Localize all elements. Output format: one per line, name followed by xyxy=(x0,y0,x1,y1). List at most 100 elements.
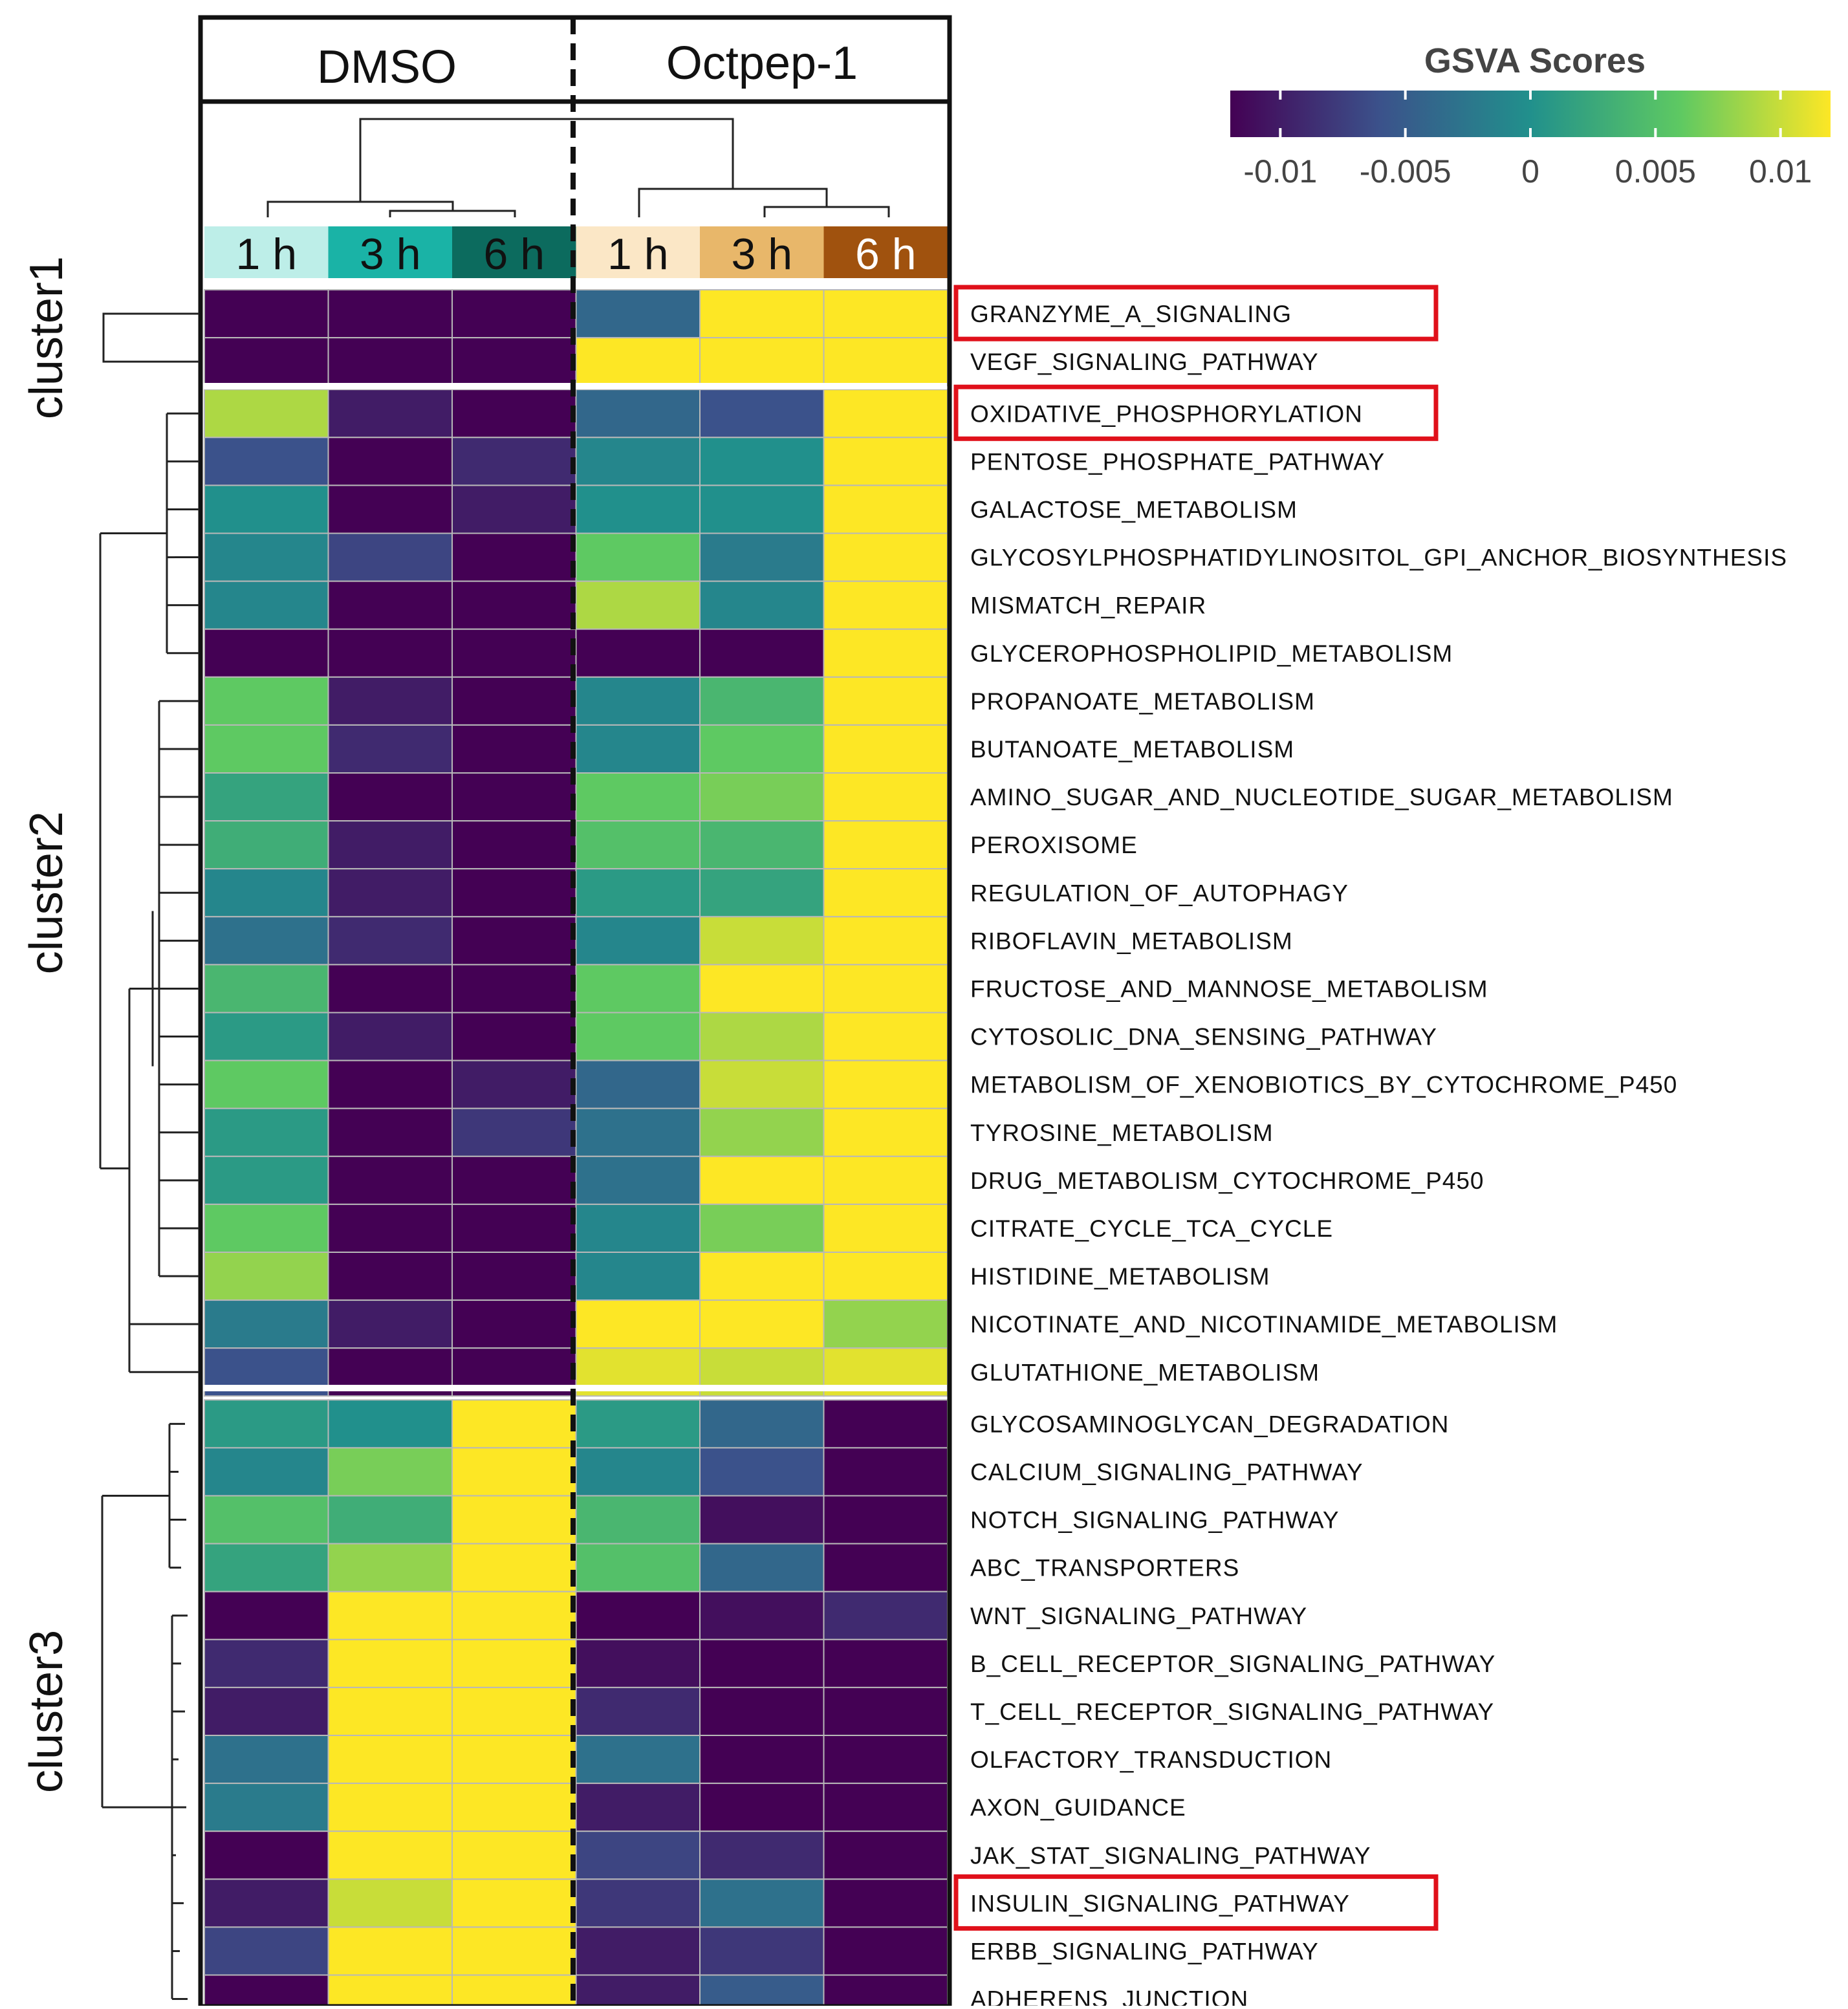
row-label: OLFACTORY_TRANSDUCTION xyxy=(970,1746,1332,1773)
heatmap-cell xyxy=(575,1447,701,1497)
heatmap-cell xyxy=(327,1686,453,1736)
heatmap-cell xyxy=(451,1735,577,1785)
heatmap-cell xyxy=(575,964,701,1014)
heatmap-cell xyxy=(823,1735,948,1785)
heatmap-cell xyxy=(575,1543,701,1592)
heatmap-cell xyxy=(575,1252,701,1301)
heatmap-cell xyxy=(327,1252,453,1301)
group-label-octpep: Octpep-1 xyxy=(666,38,858,89)
row-label: JAK_STAT_SIGNALING_PATHWAY xyxy=(970,1842,1371,1869)
heatmap-cell xyxy=(575,1974,701,2009)
heatmap-cell xyxy=(327,1830,453,1880)
heatmap-cell xyxy=(575,1203,701,1254)
heatmap-cell xyxy=(451,1830,577,1880)
heatmap-cell xyxy=(699,337,825,387)
column-annotation-0 xyxy=(204,226,329,278)
heatmap-cell xyxy=(451,484,577,534)
row-label: OXIDATIVE_PHOSPHORYLATION xyxy=(970,400,1363,427)
heatmap-cell xyxy=(823,676,948,726)
heatmap-cell xyxy=(699,1783,825,1832)
col-dendro-dmso-3h-6h xyxy=(389,210,516,217)
heatmap-cell xyxy=(204,1155,329,1205)
heatmap-cell xyxy=(204,1974,329,2009)
row-label: CYTOSOLIC_DNA_SENSING_PATHWAY xyxy=(970,1024,1437,1050)
heatmap-cell xyxy=(699,484,825,534)
heatmap-cell xyxy=(823,1495,948,1545)
heatmap-cell xyxy=(327,580,453,630)
row-label: GLYCOSAMINOGLYCAN_DEGRADATION xyxy=(970,1411,1449,1437)
legend-tick-label-0: -0.01 xyxy=(1243,153,1317,190)
heatmap-cell xyxy=(204,532,329,582)
heatmap-cell xyxy=(823,628,948,678)
heatmap-cell xyxy=(575,289,701,339)
heatmap-cell xyxy=(451,337,577,387)
col-dendro-oct-3h-6h xyxy=(763,206,890,217)
heatmap-cell xyxy=(327,1974,453,2009)
heatmap-cell xyxy=(575,337,701,387)
heatmap-cell xyxy=(699,916,825,966)
heatmap-cell xyxy=(327,628,453,678)
heatmap-cell xyxy=(204,1012,329,1061)
heatmap-cell xyxy=(451,964,577,1014)
heatmap-cell xyxy=(699,1543,825,1592)
heatmap-cell xyxy=(575,724,701,774)
row-label: BUTANOATE_METABOLISM xyxy=(970,736,1294,763)
heatmap-cell xyxy=(699,628,825,678)
row-label: NICOTINATE_AND_NICOTINAMIDE_METABOLISM xyxy=(970,1311,1558,1338)
heatmap-cell xyxy=(699,1059,825,1109)
row-dendrogram xyxy=(99,312,199,2001)
heatmap-cell xyxy=(823,1783,948,1832)
heatmap-cell xyxy=(327,1926,453,1976)
heatmap-cell xyxy=(699,389,825,439)
heatmap-cell xyxy=(823,1399,948,1449)
heatmap-cell xyxy=(575,1926,701,1976)
heatmap-cell xyxy=(451,676,577,726)
heatmap-cell xyxy=(451,628,577,678)
heatmap-cell xyxy=(204,1878,329,1928)
column-dendrogram xyxy=(266,118,890,217)
heatmap-cell xyxy=(327,1012,453,1061)
row-label: GLUTATHIONE_METABOLISM xyxy=(970,1359,1320,1385)
heatmap-cell xyxy=(204,1447,329,1497)
heatmap-cell xyxy=(451,1495,577,1545)
row-label: WNT_SIGNALING_PATHWAY xyxy=(970,1603,1307,1629)
heatmap-cell xyxy=(823,724,948,774)
heatmap-cell xyxy=(823,1059,948,1109)
heatmap-cell xyxy=(451,1107,577,1157)
heatmap-cell xyxy=(327,1399,453,1449)
heatmap-cell xyxy=(451,724,577,774)
heatmap-cell xyxy=(699,1155,825,1205)
row-dendro-cluster1 xyxy=(102,312,199,363)
heatmap-cell xyxy=(204,289,329,339)
row-label: GALACTOSE_METABOLISM xyxy=(970,496,1298,523)
heatmap-cell xyxy=(204,1686,329,1736)
heatmap-cell xyxy=(451,1974,577,2009)
heatmap-cell xyxy=(823,1591,948,1640)
heatmap-cell xyxy=(204,1399,329,1449)
heatmap-cell xyxy=(451,1012,577,1061)
heatmap-cell xyxy=(699,1878,825,1928)
heatmap-cell xyxy=(575,916,701,966)
heatmap-cell xyxy=(699,964,825,1014)
row-labels: GRANZYME_A_SIGNALING VEGF_SIGNALING_PATHW… xyxy=(953,285,1787,2009)
row-label: NOTCH_SIGNALING_PATHWAY xyxy=(970,1507,1340,1534)
heatmap-cell xyxy=(204,820,329,870)
heatmap-cell xyxy=(327,1203,453,1254)
heatmap-cell xyxy=(699,437,825,486)
heatmap-cell xyxy=(204,437,329,486)
row-label: GLYCOSYLPHOSPHATIDYLINOSITOL_GPI_ANCHOR_… xyxy=(970,545,1787,571)
heatmap-cell xyxy=(451,772,577,822)
heatmap-cell xyxy=(699,1012,825,1061)
legend-tick-label-1: -0.005 xyxy=(1360,153,1451,190)
row-label: HISTIDINE_METABOLISM xyxy=(970,1263,1270,1290)
heatmap-cell xyxy=(575,772,701,822)
heatmap-cell xyxy=(204,1495,329,1545)
heatmap-cell xyxy=(699,1447,825,1497)
highlight-box xyxy=(953,384,1439,441)
heatmap-cell xyxy=(699,289,825,339)
row-label: CALCIUM_SIGNALING_PATHWAY xyxy=(970,1459,1364,1485)
column-annotation-2 xyxy=(452,226,577,278)
row-label: AXON_GUIDANCE xyxy=(970,1794,1186,1821)
heatmap-cell xyxy=(823,337,948,387)
heatmap-cell xyxy=(204,772,329,822)
